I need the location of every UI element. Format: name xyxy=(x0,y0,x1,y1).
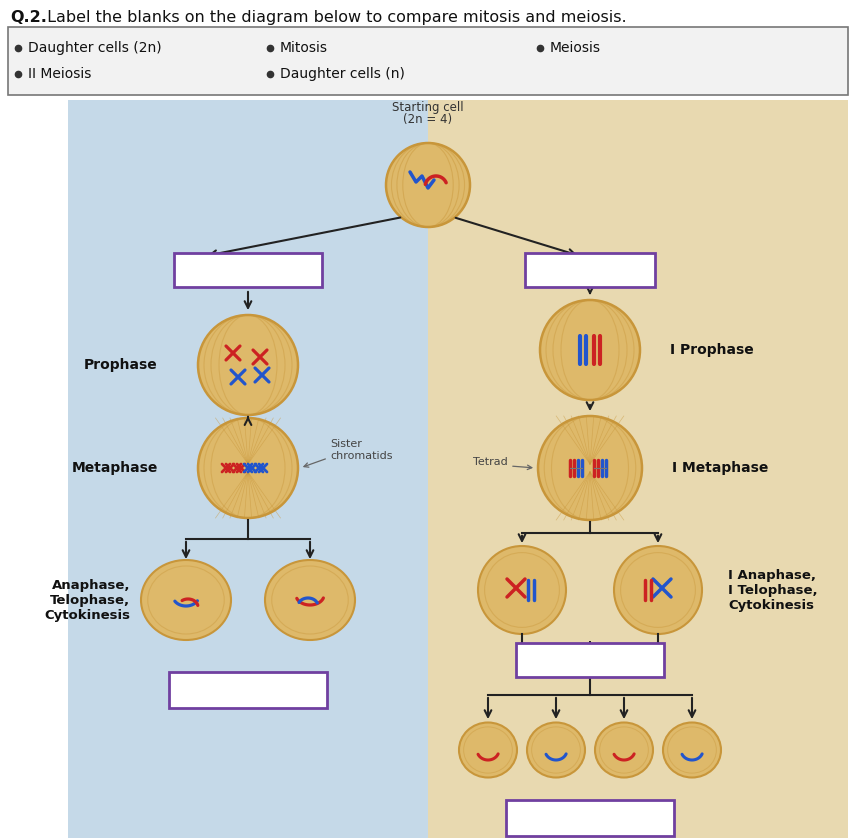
FancyBboxPatch shape xyxy=(525,253,655,287)
Ellipse shape xyxy=(540,300,640,400)
Text: Sister
chromatids: Sister chromatids xyxy=(330,439,393,461)
Text: Mitosis: Mitosis xyxy=(280,41,328,55)
Text: Tetrad: Tetrad xyxy=(473,457,508,467)
Ellipse shape xyxy=(198,418,298,518)
Ellipse shape xyxy=(459,722,517,778)
Text: Daughter cells (n): Daughter cells (n) xyxy=(280,67,405,81)
Text: I Prophase: I Prophase xyxy=(670,343,754,357)
Text: Prophase: Prophase xyxy=(84,358,158,372)
Text: Metaphase: Metaphase xyxy=(72,461,158,475)
Text: I Metaphase: I Metaphase xyxy=(672,461,769,475)
Text: Label the blanks on the diagram below to compare mitosis and meiosis.: Label the blanks on the diagram below to… xyxy=(42,10,627,25)
Text: II Meiosis: II Meiosis xyxy=(28,67,92,81)
Ellipse shape xyxy=(614,546,702,634)
Text: Starting cell: Starting cell xyxy=(392,101,464,115)
FancyBboxPatch shape xyxy=(174,253,322,287)
Bar xyxy=(68,100,428,838)
Text: Anaphase,
Telophase,
Cytokinesis: Anaphase, Telophase, Cytokinesis xyxy=(44,578,130,622)
Text: I Anaphase,
I Telophase,
Cytokinesis: I Anaphase, I Telophase, Cytokinesis xyxy=(728,568,817,612)
Text: Daughter cells (2n): Daughter cells (2n) xyxy=(28,41,162,55)
Bar xyxy=(8,27,848,95)
Ellipse shape xyxy=(198,315,298,415)
FancyBboxPatch shape xyxy=(506,800,674,836)
Ellipse shape xyxy=(141,560,231,640)
Ellipse shape xyxy=(265,560,355,640)
Ellipse shape xyxy=(527,722,585,778)
Ellipse shape xyxy=(595,722,653,778)
Bar xyxy=(428,100,848,838)
FancyBboxPatch shape xyxy=(169,672,327,708)
Ellipse shape xyxy=(538,416,642,520)
Ellipse shape xyxy=(478,546,566,634)
Ellipse shape xyxy=(386,143,470,227)
Text: Meiosis: Meiosis xyxy=(550,41,601,55)
Text: Q.2.: Q.2. xyxy=(10,10,47,25)
Ellipse shape xyxy=(663,722,721,778)
Text: (2n = 4): (2n = 4) xyxy=(403,113,453,127)
FancyBboxPatch shape xyxy=(516,643,664,677)
